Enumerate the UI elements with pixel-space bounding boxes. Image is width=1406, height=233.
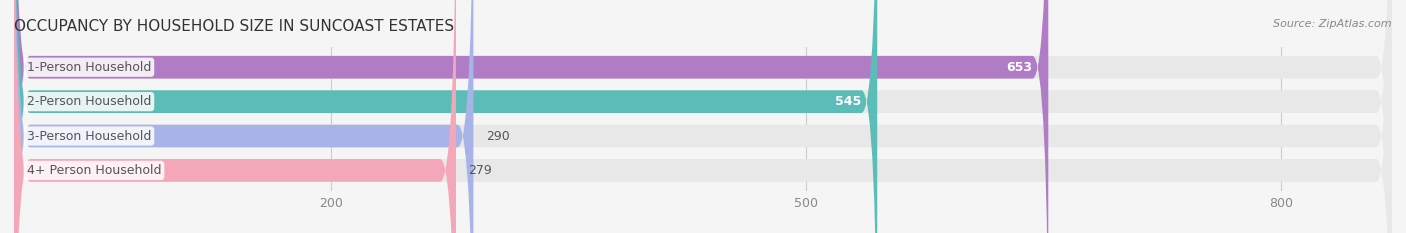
- Text: 1-Person Household: 1-Person Household: [27, 61, 150, 74]
- FancyBboxPatch shape: [14, 0, 877, 233]
- FancyBboxPatch shape: [14, 0, 1392, 233]
- FancyBboxPatch shape: [14, 0, 1392, 233]
- FancyBboxPatch shape: [14, 0, 456, 233]
- Text: 653: 653: [1007, 61, 1032, 74]
- FancyBboxPatch shape: [14, 0, 1049, 233]
- Text: 4+ Person Household: 4+ Person Household: [27, 164, 162, 177]
- Text: Source: ZipAtlas.com: Source: ZipAtlas.com: [1274, 19, 1392, 29]
- Text: OCCUPANCY BY HOUSEHOLD SIZE IN SUNCOAST ESTATES: OCCUPANCY BY HOUSEHOLD SIZE IN SUNCOAST …: [14, 19, 454, 34]
- FancyBboxPatch shape: [14, 0, 1392, 233]
- Text: 290: 290: [486, 130, 510, 143]
- Text: 3-Person Household: 3-Person Household: [27, 130, 150, 143]
- Text: 2-Person Household: 2-Person Household: [27, 95, 150, 108]
- FancyBboxPatch shape: [14, 0, 474, 233]
- FancyBboxPatch shape: [14, 0, 1392, 233]
- Text: 279: 279: [468, 164, 492, 177]
- Text: 545: 545: [835, 95, 862, 108]
